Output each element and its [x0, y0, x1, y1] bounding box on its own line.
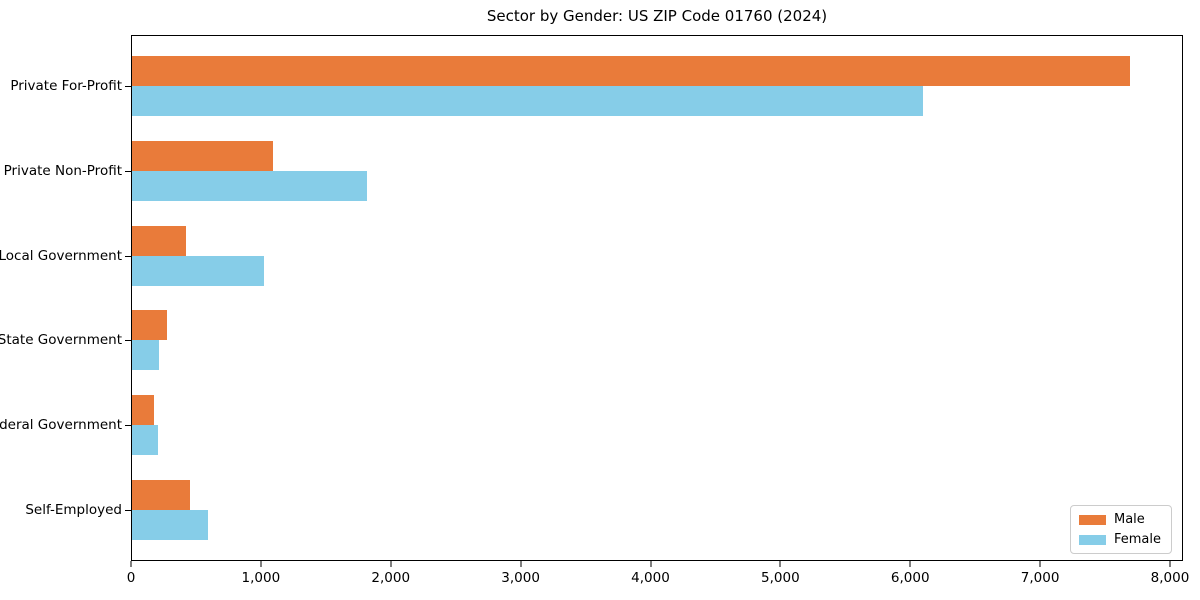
category-row: Private For-Profit [10, 44, 1182, 129]
female-bar [132, 171, 367, 201]
male-bar [132, 225, 187, 256]
x-tick-mark [130, 561, 132, 567]
category-row: Private Non-Profit [4, 129, 1182, 214]
female-bar [132, 86, 923, 117]
x-tick-label: 2,000 [371, 570, 411, 586]
category-row: Local Government [0, 213, 1182, 298]
male-bar [132, 310, 167, 341]
x-tick-mark [779, 561, 781, 567]
bar-rows: Private For-Profit Private Non-Profit Loca… [0, 36, 1182, 560]
x-axis: 0 1,000 2,000 3,000 4,000 5,000 6,000 7,000 8,00… [127, 561, 1189, 593]
y-tick-label: State Government [0, 332, 122, 349]
female-bar [132, 255, 265, 286]
y-tick-mark [125, 86, 131, 88]
chart-title: Sector by Gender: US ZIP Code 01760 (202… [486, 7, 828, 25]
category-row: Self-Employed [25, 467, 1182, 552]
category-row: Federal Government [0, 383, 1182, 468]
x-tick-label: 1,000 [241, 570, 281, 586]
male-bar [132, 56, 1131, 87]
x-tick-label: 3,000 [501, 570, 540, 586]
x-tick-mark [390, 561, 392, 567]
y-tick-mark [125, 340, 131, 342]
x-tick-label: 8,000 [1150, 570, 1190, 586]
female-bar [132, 425, 158, 456]
legend-entry-female: Female [1078, 532, 1161, 547]
x-tick-label: 5,000 [761, 570, 800, 586]
x-tick-mark [1169, 561, 1171, 567]
male-color-swatch [1078, 514, 1106, 525]
x-tick-mark [260, 561, 262, 567]
y-tick-label: Federal Government [0, 417, 122, 434]
y-tick-mark [125, 425, 131, 427]
x-tick-mark [1039, 561, 1041, 567]
female-bar [132, 509, 209, 540]
male-bar [132, 479, 191, 510]
y-tick-label: Self-Employed [25, 501, 122, 518]
x-tick-label: 0 [126, 570, 136, 586]
x-tick-label: 4,000 [631, 570, 670, 586]
y-tick-mark [125, 171, 131, 172]
x-tick-label: 6,000 [890, 570, 930, 586]
x-tick-mark [520, 561, 522, 567]
female-bar [132, 340, 160, 371]
x-tick-label: 7,000 [1020, 570, 1060, 586]
y-tick-label: Local Government [0, 247, 122, 264]
plot-area: Private For-Profit Private Non-Profit Loca… [0, 35, 1183, 561]
y-tick-label: Private For-Profit [10, 78, 122, 95]
male-bar [132, 395, 155, 426]
y-tick-label: Private Non-Profit [3, 163, 122, 179]
category-row: State Government [0, 298, 1182, 383]
female-color-swatch [1078, 534, 1106, 545]
y-tick-mark [125, 509, 131, 511]
legend-label-male: Male [1113, 512, 1145, 527]
x-tick-mark [650, 561, 651, 567]
legend-label-female: Female [1113, 532, 1161, 547]
x-tick-mark [909, 561, 911, 567]
male-bar [132, 141, 274, 171]
legend-entry-male: Male [1078, 512, 1161, 527]
legend: Male Female [1069, 505, 1172, 554]
y-tick-mark [125, 255, 131, 257]
